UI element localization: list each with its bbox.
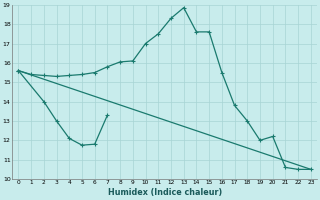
X-axis label: Humidex (Indice chaleur): Humidex (Indice chaleur) [108, 188, 222, 197]
